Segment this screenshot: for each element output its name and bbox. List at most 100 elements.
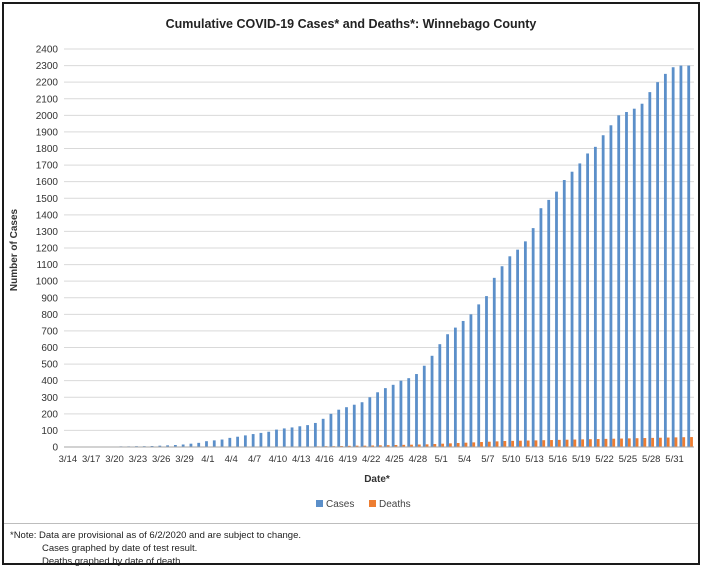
y-tick-label: 1300 bbox=[36, 227, 59, 238]
cases-bar bbox=[415, 374, 418, 447]
cases-bar bbox=[687, 65, 691, 448]
deaths-bar bbox=[635, 438, 639, 447]
y-tick-label: 2200 bbox=[36, 78, 59, 89]
y-tick-label: 200 bbox=[41, 409, 58, 420]
x-tick-label: 3/23 bbox=[129, 454, 148, 465]
cases-bar bbox=[181, 444, 185, 447]
cases-bar bbox=[329, 413, 333, 447]
deaths-bar bbox=[410, 444, 413, 447]
footnote: *Note: Data are provisional as of 6/2/20… bbox=[10, 529, 690, 568]
cases-bar bbox=[166, 445, 169, 447]
cases-bar bbox=[360, 402, 364, 447]
chart-title: Cumulative COVID-19 Cases* and Deaths*: … bbox=[166, 17, 537, 31]
y-tick-label: 1500 bbox=[36, 194, 59, 205]
deaths-bar bbox=[511, 440, 515, 447]
covid-cumulative-chart: Cumulative COVID-19 Cases* and Deaths*: … bbox=[9, 17, 694, 510]
x-tick-label: 4/16 bbox=[315, 454, 334, 465]
cases-bar bbox=[407, 378, 411, 447]
deaths-bar bbox=[542, 440, 546, 447]
chart-legend: Cases Deaths bbox=[316, 499, 411, 510]
deaths-bar bbox=[596, 439, 600, 447]
cases-bar bbox=[368, 397, 372, 447]
deaths-bar bbox=[581, 439, 585, 447]
deaths-bar bbox=[565, 439, 569, 447]
cases-bar bbox=[508, 256, 512, 447]
cases-bar bbox=[205, 441, 208, 447]
deaths-bar bbox=[456, 443, 460, 447]
cases-bar bbox=[345, 407, 348, 447]
x-axis-title: Date* bbox=[364, 474, 390, 485]
deaths-bar bbox=[417, 444, 421, 447]
cases-bar bbox=[267, 431, 271, 447]
cases-bar bbox=[492, 277, 496, 447]
cases-bar bbox=[578, 163, 582, 448]
y-tick-label: 2000 bbox=[36, 111, 59, 122]
cases-bar bbox=[220, 439, 224, 447]
deaths-bar bbox=[534, 440, 538, 447]
x-tick-label: 5/4 bbox=[458, 454, 471, 465]
y-tick-label: 800 bbox=[41, 310, 58, 321]
cases-bar bbox=[197, 442, 201, 447]
cases-bar bbox=[352, 404, 356, 447]
cases-bar bbox=[625, 112, 628, 448]
cases-bar bbox=[275, 429, 278, 447]
cases-bar bbox=[531, 228, 535, 447]
cases-bar bbox=[391, 384, 395, 447]
cases-bar bbox=[632, 108, 636, 447]
cases-bar bbox=[251, 434, 255, 447]
cases-bar bbox=[547, 199, 551, 447]
deaths-bar bbox=[441, 443, 445, 447]
deaths-bar bbox=[519, 440, 522, 447]
deaths-bar bbox=[620, 438, 623, 447]
x-tick-label: 5/31 bbox=[665, 454, 684, 465]
deaths-bar bbox=[355, 445, 359, 447]
cases-bar bbox=[430, 355, 434, 447]
deaths-bar bbox=[472, 442, 476, 447]
deaths-bar bbox=[495, 441, 499, 447]
deaths-bar bbox=[674, 437, 678, 447]
cases-bar bbox=[282, 428, 286, 447]
deaths-bar bbox=[627, 438, 631, 447]
cases-bar bbox=[236, 436, 239, 447]
x-tick-label: 4/4 bbox=[225, 454, 238, 465]
cases-bar bbox=[438, 344, 442, 447]
x-tick-label: 4/1 bbox=[201, 454, 214, 465]
deaths-bar bbox=[371, 445, 375, 447]
x-tick-label: 5/13 bbox=[525, 454, 544, 465]
legend-swatch-cases bbox=[316, 500, 323, 507]
y-tick-label: 400 bbox=[41, 376, 58, 387]
y-tick-label: 700 bbox=[41, 326, 58, 337]
x-tick-label: 3/26 bbox=[152, 454, 171, 465]
deaths-bar bbox=[612, 438, 616, 447]
cases-bar bbox=[321, 418, 325, 447]
y-tick-label: 100 bbox=[41, 426, 58, 437]
x-tick-label: 4/22 bbox=[362, 454, 381, 465]
deaths-bar bbox=[659, 437, 662, 447]
deaths-bar bbox=[682, 437, 686, 447]
cases-bar bbox=[446, 334, 449, 447]
cases-bar bbox=[562, 180, 566, 447]
x-tick-label: 5/10 bbox=[502, 454, 521, 465]
x-tick-label: 4/10 bbox=[269, 454, 288, 465]
cases-bar bbox=[313, 422, 317, 447]
deaths-bar bbox=[464, 442, 468, 447]
y-tick-label: 600 bbox=[41, 343, 58, 354]
cases-bar bbox=[376, 392, 379, 447]
cases-bar bbox=[259, 432, 263, 447]
deaths-bar bbox=[666, 437, 670, 447]
cases-bar bbox=[586, 153, 589, 447]
y-tick-label: 2100 bbox=[36, 94, 59, 105]
cases-bar bbox=[609, 125, 613, 448]
deaths-bar bbox=[363, 445, 367, 447]
y-tick-label: 1700 bbox=[36, 161, 59, 172]
y-tick-label: 1000 bbox=[36, 277, 59, 288]
cases-bar bbox=[189, 443, 193, 447]
x-tick-label: 3/17 bbox=[82, 454, 101, 465]
x-tick-label: 4/7 bbox=[248, 454, 261, 465]
deaths-bar bbox=[573, 439, 577, 447]
x-tick-label: 4/19 bbox=[339, 454, 358, 465]
y-tick-label: 300 bbox=[41, 393, 58, 404]
cases-bar bbox=[500, 266, 504, 447]
y-axis-title: Number of Cases bbox=[9, 208, 20, 291]
x-tick-label: 5/22 bbox=[595, 454, 614, 465]
